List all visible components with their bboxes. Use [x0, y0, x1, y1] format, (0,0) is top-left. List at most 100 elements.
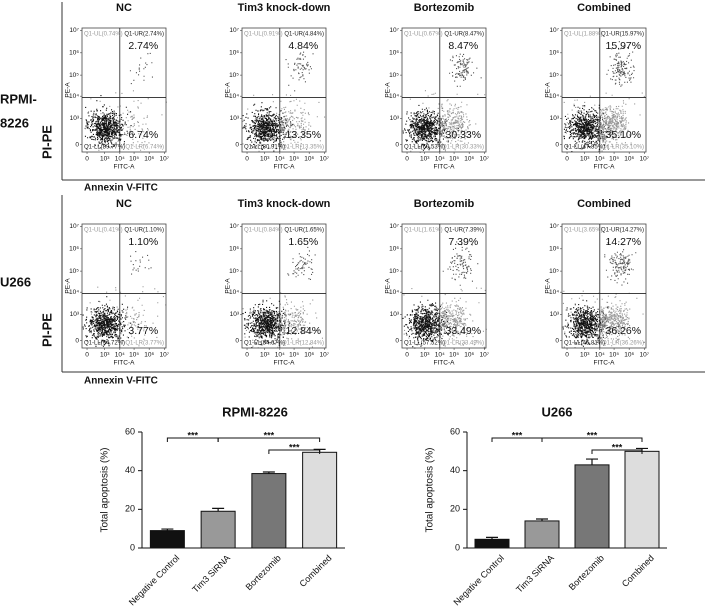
bar [251, 473, 287, 549]
y-tick-label: 10⁷ [549, 27, 559, 34]
error-bar [486, 536, 498, 540]
y-tick-label: 0 [75, 141, 79, 148]
y-tick-label: 10³ [390, 311, 400, 318]
x-tick-label: Bortezomib [567, 553, 606, 592]
x-tick-label: 10³ [100, 156, 110, 163]
y-tick-label: 0 [555, 337, 559, 344]
y-tick-label: 10⁵ [229, 268, 239, 275]
x-tick-label: 10⁵ [609, 156, 619, 163]
x-tick-label: 10³ [420, 156, 430, 163]
x-tick-label: 10⁶ [624, 156, 634, 163]
quadrant-label: Q1-LL(94.72%) [84, 341, 125, 347]
event-dots [287, 246, 316, 280]
y-tick-label: 10³ [230, 115, 240, 122]
bar [302, 451, 338, 549]
x-tick-label: 10⁵ [289, 156, 299, 163]
quadrant-percent: 35.10% [606, 129, 642, 141]
y-axis-label: Total apoptosis (%) [100, 447, 111, 532]
y-axis-label: Total apoptosis (%) [425, 447, 436, 532]
quadrant-label: Q1-UL(0.91%) [244, 32, 283, 38]
y-tick-label: 10⁴ [229, 289, 239, 296]
error-bar [262, 471, 275, 474]
y-tick-label: 60 [450, 426, 460, 436]
y-tick-label: 10⁷ [229, 223, 239, 230]
bar [474, 538, 510, 549]
x-tick-label: 10⁷ [160, 352, 170, 359]
significance-bracket [268, 449, 321, 454]
error-bar [536, 518, 548, 521]
panel-title: Combined [577, 198, 631, 210]
y-tick-label: 10⁴ [229, 93, 239, 100]
y-axis-title: PE-A [225, 278, 232, 294]
x-tick-label: 10³ [260, 352, 270, 359]
quadrant-label: Q1-UL(0.74%) [84, 32, 123, 38]
y-tick-label: 10⁵ [69, 268, 79, 275]
y-tick-label: 10⁶ [389, 246, 399, 253]
event-dots [402, 104, 459, 151]
y-tick-label: 10³ [70, 115, 80, 122]
event-dots [84, 90, 167, 151]
bar [574, 464, 610, 549]
quadrant-label: Q1-UR(15.97%) [601, 32, 644, 38]
event-dots [82, 296, 139, 347]
x-tick-label: 10⁷ [640, 156, 650, 163]
event-dots [442, 241, 479, 286]
x-tick-label: Negative Control [451, 553, 505, 607]
y-tick-label: 0 [235, 337, 239, 344]
quadrant-percent: 14.27% [606, 236, 642, 248]
x-tick-label: 10⁴ [435, 156, 445, 163]
y-tick-label: 10³ [550, 311, 560, 318]
significance-bracket [591, 449, 643, 454]
y-tick-label: 40 [450, 465, 460, 475]
quadrant-label: Q1-UL(0.67%) [404, 32, 443, 38]
x-tick-label: 0 [85, 156, 89, 163]
y-tick-label: 10⁷ [229, 27, 239, 34]
quadrant-label: Q1-LL(47.85%) [564, 145, 605, 151]
significance-label: *** [264, 430, 275, 440]
quadrant-label: Q1-UR(14.27%) [601, 228, 644, 234]
row-label: U266 [0, 274, 31, 289]
x-tick-label: 10⁵ [289, 352, 299, 359]
significance-bracket [541, 437, 643, 442]
y-axis-title: PE-A [65, 82, 72, 98]
y-tick-label: 10⁶ [69, 50, 79, 57]
quadrant-label: Q1-UR(4.84%) [284, 32, 324, 38]
significance-bracket [217, 437, 321, 442]
frame-lines [61, 2, 705, 373]
panel-title: Bortezomib [414, 2, 475, 14]
x-tick-label: 10⁷ [640, 352, 650, 359]
y-tick-label: 10⁷ [389, 27, 399, 34]
y-tick-label: 10⁴ [69, 93, 79, 100]
y-tick-label: 60 [125, 426, 135, 436]
x-axis-title: FITC-A [594, 164, 616, 171]
x-tick-label: 10⁴ [275, 156, 285, 163]
plot-box [81, 27, 167, 153]
y-tick-label: 10⁶ [389, 50, 399, 57]
y-tick-label: 10⁶ [549, 50, 559, 57]
x-tick-label: 10⁷ [160, 156, 170, 163]
x-tick-label: 10⁶ [464, 156, 474, 163]
quadrant-percent: 8.47% [448, 40, 478, 52]
x-marker: Annexin V-FITC [84, 183, 158, 194]
x-tick-label: 10⁵ [609, 352, 619, 359]
quadrant-label: Q1-LR(12.84%) [282, 341, 324, 347]
y-tick-label: 40 [125, 465, 135, 475]
event-dots [562, 290, 645, 349]
x-tick-label: 0 [565, 352, 569, 359]
x-axis-title: FITC-A [594, 360, 616, 367]
y-tick-label: 0 [395, 141, 399, 148]
x-tick-label: 0 [565, 156, 569, 163]
x-tick-label: Combined [297, 553, 333, 589]
quadrant-label: Q1-UL(1.88%) [564, 32, 603, 38]
event-dots [604, 241, 637, 286]
error-bar [161, 528, 174, 531]
x-tick-label: 10³ [100, 352, 110, 359]
y-axis-title: PE-A [545, 82, 552, 98]
quadrant-label: Q1-LL(57.52%) [404, 341, 445, 347]
x-tick-label: 10⁵ [129, 156, 139, 163]
y-axis-title: PE-A [545, 278, 552, 294]
x-axis-title: FITC-A [434, 360, 456, 367]
quadrant-percent: 6.74% [128, 129, 158, 141]
x-tick-label: 10³ [580, 156, 590, 163]
x-tick-label: 0 [405, 156, 409, 163]
